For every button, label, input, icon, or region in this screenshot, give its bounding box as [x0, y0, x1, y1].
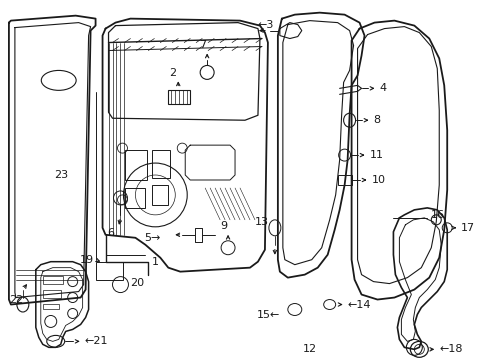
Text: 16: 16	[431, 210, 445, 220]
Text: 10: 10	[371, 175, 386, 185]
Bar	[43, 303, 59, 310]
Text: ←21: ←21	[85, 336, 108, 346]
Bar	[125, 150, 147, 180]
Text: 7: 7	[198, 40, 206, 50]
Text: 2: 2	[169, 68, 176, 78]
Bar	[152, 150, 171, 178]
Bar	[168, 90, 190, 104]
Text: 5→: 5→	[144, 233, 160, 243]
Bar	[152, 185, 168, 205]
Text: ←14: ←14	[347, 300, 371, 310]
Bar	[43, 289, 61, 298]
Text: 23: 23	[53, 170, 68, 180]
Text: 13: 13	[255, 217, 269, 227]
Bar	[43, 276, 63, 284]
Text: 17: 17	[461, 223, 475, 233]
Text: ←18: ←18	[439, 345, 463, 354]
Text: 11: 11	[369, 150, 384, 160]
Text: 22: 22	[9, 294, 23, 305]
Text: 8: 8	[373, 115, 381, 125]
Text: 20: 20	[130, 278, 145, 288]
Bar	[125, 188, 146, 208]
Text: 15←: 15←	[256, 310, 280, 320]
Text: 6: 6	[107, 228, 114, 238]
Text: 12: 12	[303, 345, 317, 354]
Bar	[96, 262, 123, 280]
Bar	[338, 175, 352, 185]
Text: 9: 9	[220, 221, 228, 231]
Text: 4: 4	[379, 84, 387, 93]
Text: ←3: ←3	[258, 19, 274, 30]
Text: 1: 1	[152, 257, 159, 267]
Text: 19: 19	[79, 255, 94, 265]
